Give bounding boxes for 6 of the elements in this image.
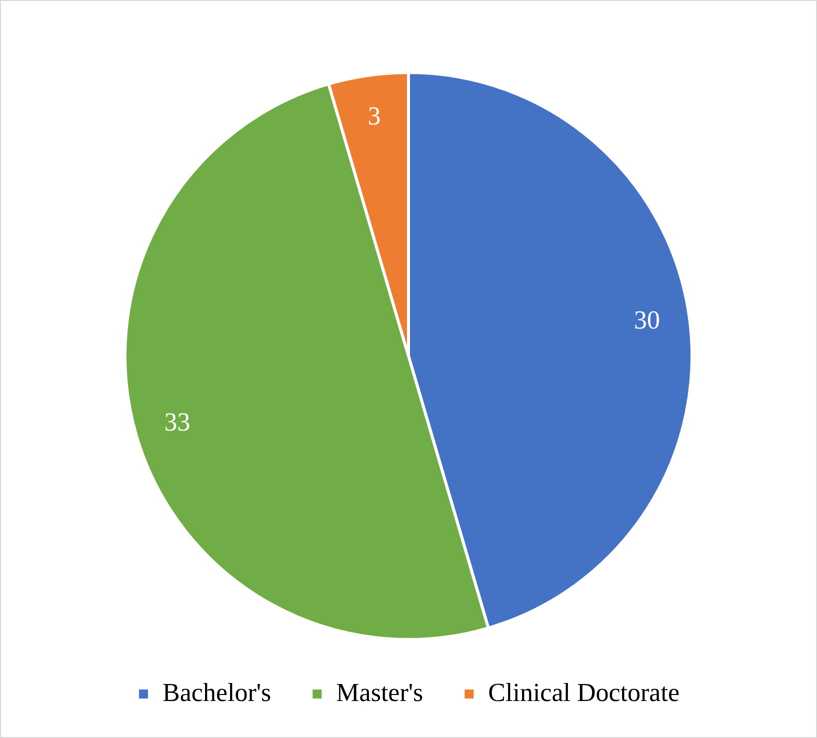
legend-label: Master's bbox=[336, 678, 424, 707]
data-label: 3 bbox=[368, 101, 381, 130]
legend-label: Clinical Doctorate bbox=[488, 678, 680, 707]
legend-label: Bachelor's bbox=[162, 678, 272, 707]
data-label: 30 bbox=[634, 306, 660, 335]
data-label: 33 bbox=[164, 408, 190, 437]
